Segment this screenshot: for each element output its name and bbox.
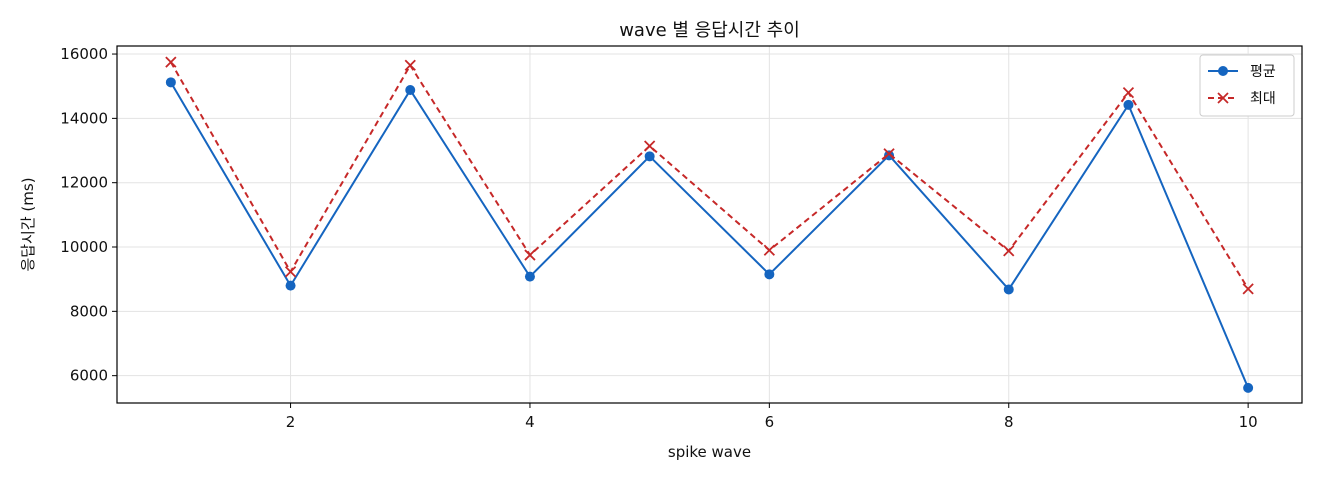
x-tick-label: 8 — [1004, 413, 1014, 431]
series-line — [170, 81, 1250, 389]
data-point-stroke — [284, 266, 297, 278]
data-point — [1123, 99, 1134, 110]
data-point — [1243, 382, 1254, 393]
data-point-stroke — [1003, 245, 1015, 257]
data-point-stroke — [404, 59, 416, 71]
legend-marker-max — [1217, 92, 1229, 104]
data-point — [524, 271, 535, 282]
data-point — [884, 150, 895, 161]
x-tick-label: 4 — [525, 413, 535, 431]
series-avg — [165, 77, 1254, 393]
data-point-stroke — [524, 249, 536, 261]
data-point — [165, 77, 176, 88]
data-point-stroke — [763, 244, 775, 256]
chart-title: wave 별 응답시간 추이 — [619, 20, 800, 41]
legend-label-avg: 평균 — [1250, 64, 1276, 80]
data-point — [524, 249, 536, 261]
data-point-stroke — [644, 140, 656, 152]
x-tick-label: 2 — [286, 413, 296, 431]
data-point — [644, 140, 656, 152]
legend-box — [1199, 54, 1295, 117]
legend-label-max: 최대 — [1250, 91, 1276, 107]
data-point-stroke — [883, 148, 895, 160]
data-point — [644, 151, 655, 162]
y-tick-label: 10000 — [60, 238, 108, 256]
data-point — [763, 244, 775, 256]
data-point-stroke — [1242, 283, 1254, 295]
axis-ticks: 2 4 6 8 10 6000 8000 10000 12000 14000 16000 — [60, 45, 1257, 431]
x-tick-label: 10 — [1239, 413, 1258, 431]
data-point-stroke — [1122, 86, 1135, 99]
data-point — [1242, 283, 1254, 295]
legend-marker-avg — [1218, 66, 1228, 76]
data-point — [405, 85, 416, 96]
y-tick-label: 14000 — [60, 109, 108, 127]
plot-frame — [116, 45, 1303, 404]
data-point — [764, 269, 775, 280]
series-max — [165, 56, 1254, 295]
x-axis-label: spike wave — [668, 443, 751, 461]
data-point — [1122, 86, 1135, 99]
x-tick-label: 6 — [765, 413, 775, 431]
y-tick-label: 16000 — [60, 45, 108, 63]
data-point — [1003, 245, 1015, 257]
series-line — [169, 61, 1249, 290]
y-tick-label: 12000 — [60, 174, 108, 192]
data-point — [404, 59, 416, 71]
data-point-stroke — [165, 56, 177, 68]
grid — [117, 46, 1302, 403]
legend: 평균 최대 — [1199, 54, 1295, 117]
y-tick-label: 6000 — [70, 367, 108, 385]
series-layer — [165, 56, 1254, 393]
data-point — [285, 280, 296, 291]
data-point — [883, 148, 895, 160]
data-point — [1003, 284, 1014, 295]
data-point — [284, 266, 297, 278]
data-point — [165, 56, 177, 68]
y-tick-label: 8000 — [70, 302, 108, 320]
y-axis-label: 응답시간 (ms) — [19, 177, 37, 271]
